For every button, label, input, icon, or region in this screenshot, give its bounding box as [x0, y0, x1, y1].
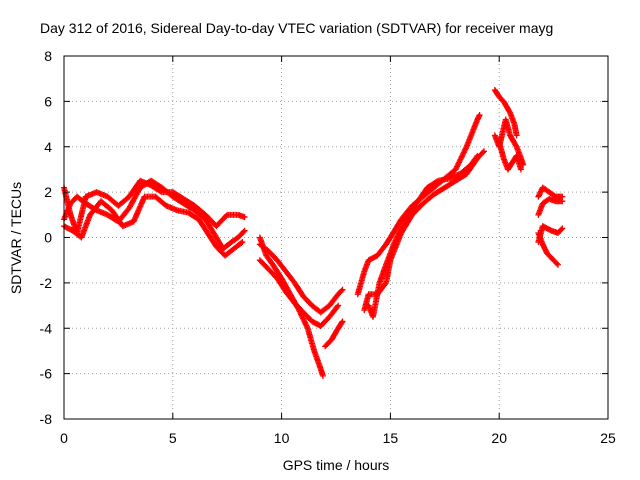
data-point: [240, 228, 247, 235]
x-tick-labels: 0 5 10 15 20 25: [60, 430, 616, 446]
y-tick-label: 0: [44, 230, 52, 246]
y-tick-label: -4: [40, 320, 53, 336]
data-point: [473, 154, 480, 161]
series-track-17: [535, 223, 566, 246]
y-tick-label: 6: [44, 93, 52, 109]
data-point: [239, 239, 246, 246]
data-point: [559, 198, 566, 205]
y-tick-label: -2: [40, 275, 53, 291]
y-tick-label: 4: [44, 139, 52, 155]
x-tick-label: 0: [60, 430, 68, 446]
series-track-13: [496, 139, 524, 173]
x-tick-label: 20: [491, 430, 507, 446]
x-axis-label: GPS time / hours: [283, 457, 390, 473]
data-points: [61, 87, 566, 379]
data-point: [480, 148, 487, 155]
data-point: [338, 319, 345, 326]
series-track-8: [354, 111, 483, 298]
data-point: [434, 178, 441, 185]
data-point: [517, 166, 524, 173]
y-tick-label: 2: [44, 184, 52, 200]
data-point: [319, 372, 326, 379]
x-tick-label: 25: [600, 430, 616, 446]
data-point: [338, 287, 345, 294]
series-track-9: [361, 148, 487, 314]
data-point: [554, 261, 561, 268]
data-point: [335, 302, 342, 309]
data-point: [241, 227, 248, 234]
y-tick-label: -6: [40, 366, 53, 382]
data-point: [512, 142, 519, 149]
series-track-5: [256, 257, 342, 329]
data-point: [241, 214, 248, 221]
data-point: [238, 240, 245, 247]
data-point: [476, 111, 483, 118]
axis-ticks: [63, 55, 609, 420]
data-point: [479, 149, 486, 156]
data-point: [513, 132, 520, 139]
data-point: [334, 303, 341, 310]
x-tick-label: 15: [383, 430, 399, 446]
series-track-11: [491, 87, 520, 139]
data-point: [559, 225, 566, 232]
y-tick-label: 8: [44, 48, 52, 64]
data-point: [558, 226, 565, 233]
data-point: [553, 260, 560, 267]
data-point: [506, 108, 513, 115]
series-track-10: [365, 152, 481, 320]
data-point: [382, 281, 389, 288]
data-point: [339, 318, 346, 325]
x-tick-label: 5: [169, 430, 177, 446]
series-track-6: [256, 241, 346, 316]
grid: [64, 56, 608, 419]
series-track-7: [322, 318, 346, 350]
data-point: [339, 286, 346, 293]
y-tick-labels: -8 -6 -4 -2 0 2 4 6 8: [40, 48, 53, 427]
y-tick-label: -8: [40, 411, 53, 427]
series-track-3: [61, 193, 246, 259]
data-point: [157, 188, 164, 195]
series-track-15: [535, 195, 566, 218]
chart-title: Day 312 of 2016, Sidereal Day-to-day VTE…: [40, 20, 553, 36]
x-tick-label: 10: [274, 430, 290, 446]
data-point: [474, 152, 481, 159]
y-axis-label: SDTVAR / TECUs: [8, 182, 24, 294]
